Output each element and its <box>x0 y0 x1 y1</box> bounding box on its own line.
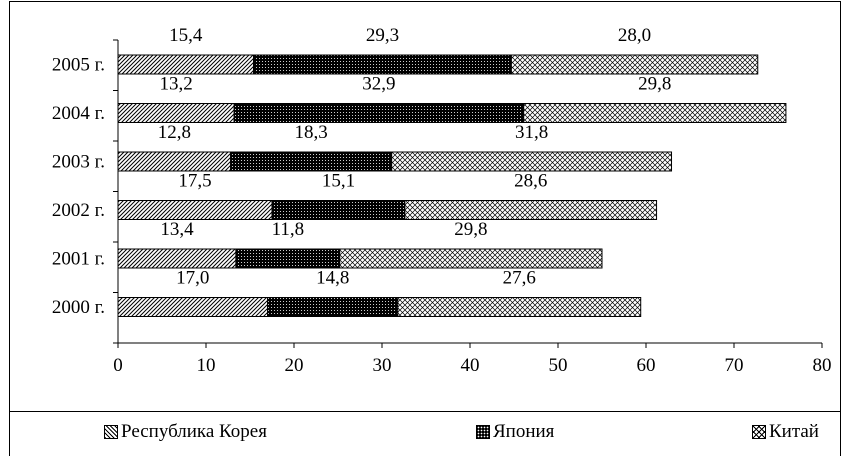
bar-japan <box>253 54 512 75</box>
category-label: 2005 г. <box>52 55 105 76</box>
x-tick-label: 60 <box>637 355 656 376</box>
legend-label-china: Китай <box>769 421 819 442</box>
data-label-bg <box>172 172 218 192</box>
bars-layer <box>117 54 787 317</box>
legend-swatch-japan <box>476 425 490 439</box>
data-label-bg <box>151 124 198 143</box>
category-label: 2003 г. <box>52 152 105 173</box>
bar-korea <box>117 151 232 172</box>
x-tick-label: 20 <box>285 355 304 376</box>
bar-china <box>510 54 759 75</box>
bar-korea <box>117 103 235 123</box>
data-label-korea: 12,8 <box>158 122 191 143</box>
data-label-china: 29,8 <box>638 74 671 95</box>
data-label-bg <box>264 221 311 240</box>
data-label-bg <box>153 75 200 95</box>
legend-swatch-korea <box>104 425 118 439</box>
x-tick-label: 50 <box>549 355 568 376</box>
legend-label-japan: Япония <box>493 421 555 442</box>
bar-china <box>397 297 642 317</box>
chart-frame-divider <box>9 411 841 412</box>
data-label-korea: 13,4 <box>160 219 194 240</box>
data-label-china: 28,6 <box>514 171 547 192</box>
x-tick-label: 10 <box>197 355 216 376</box>
legend-item-japan: Япония <box>476 420 554 444</box>
data-label-japan: 11,8 <box>272 219 305 240</box>
data-label-bg <box>169 269 216 289</box>
bar-japan <box>230 151 393 172</box>
x-axis: 0 10 20 30 40 50 60 70 80 2005 г. 2004 г. 2003 г. 20… <box>52 39 832 376</box>
data-labels-layer: 15,4 29,3 28,0 13,2 32,9 29,8 12,8 18,3 31,8 17,5… <box>151 25 678 289</box>
x-tick-label: 30 <box>373 355 392 376</box>
data-label-japan: 14,8 <box>316 268 349 289</box>
bar-korea <box>117 54 255 75</box>
data-label-japan: 18,3 <box>295 122 328 143</box>
chart-frame <box>9 1 841 456</box>
category-label: 2001 г. <box>52 249 105 270</box>
data-label-bg <box>153 221 200 240</box>
bar-japan <box>233 103 525 123</box>
data-label-korea: 17,5 <box>178 171 211 192</box>
data-label-japan: 32,9 <box>362 74 395 95</box>
bar-korea <box>117 297 269 317</box>
data-label-china: 28,0 <box>618 25 651 46</box>
data-label-bg <box>508 124 555 143</box>
data-label-bg <box>162 27 209 46</box>
data-label-bg <box>288 124 335 143</box>
data-label-bg <box>359 27 406 46</box>
data-label-bg <box>355 75 402 95</box>
bar-china <box>339 248 603 269</box>
data-label-japan: 29,3 <box>366 25 399 46</box>
data-label-japan: 15,1 <box>322 171 355 192</box>
bar-china <box>404 200 658 220</box>
x-tick-label: 40 <box>461 355 480 376</box>
data-label-bg <box>309 269 356 289</box>
data-label-korea: 13,2 <box>159 74 192 95</box>
x-tick-label: 80 <box>813 355 832 376</box>
category-label: 2000 г. <box>52 297 105 318</box>
legend-swatch-china <box>752 425 766 439</box>
data-label-bg <box>496 269 543 289</box>
data-label-bg <box>315 172 362 192</box>
bar-korea <box>117 248 237 269</box>
x-tick-label: 0 <box>113 355 123 376</box>
bar-japan <box>271 200 406 220</box>
bar-japan <box>235 248 341 269</box>
data-label-bg <box>507 172 554 192</box>
data-label-bg <box>631 75 678 95</box>
category-label: 2002 г. <box>52 200 105 221</box>
data-label-korea: 15,4 <box>169 25 203 46</box>
bar-china <box>523 103 787 123</box>
data-label-china: 31,8 <box>515 122 548 143</box>
bar-korea <box>117 200 273 220</box>
legend-item-china: Китай <box>752 420 819 444</box>
data-label-china: 29,8 <box>454 219 487 240</box>
data-label-bg <box>447 221 494 240</box>
category-label: 2004 г. <box>52 103 105 124</box>
data-label-korea: 17,0 <box>176 268 209 289</box>
legend-item-korea: Республика Корея <box>104 420 267 444</box>
data-label-bg <box>611 27 658 46</box>
data-label-china: 27,6 <box>503 268 536 289</box>
legend-label-korea: Республика Корея <box>121 421 267 442</box>
bar-china <box>391 151 673 172</box>
bar-japan <box>267 297 399 317</box>
x-tick-label: 70 <box>725 355 744 376</box>
